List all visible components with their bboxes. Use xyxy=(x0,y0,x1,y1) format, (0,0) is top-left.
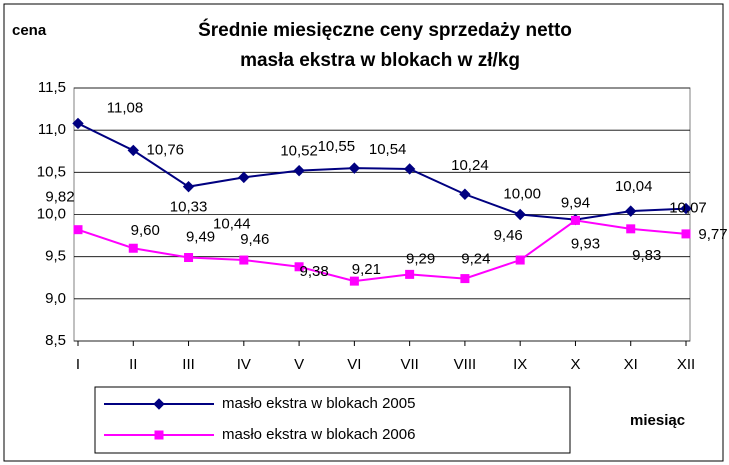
x-axis-label: miesiąc xyxy=(630,412,685,429)
data-label: 9,77 xyxy=(698,226,727,243)
data-point xyxy=(680,202,692,215)
data-label: 9,82 xyxy=(45,189,74,206)
data-label: 11,08 xyxy=(107,99,143,116)
data-label: 10,07 xyxy=(669,200,707,217)
x-tick-label: V xyxy=(294,356,304,373)
x-tick-label: VI xyxy=(347,356,361,373)
x-tick-label: VII xyxy=(400,356,418,373)
data-point xyxy=(238,171,250,184)
data-label: 9,46 xyxy=(240,231,269,248)
y-tick-label: 10,0 xyxy=(37,205,66,222)
legend-marker xyxy=(154,430,164,440)
data-label: 10,33 xyxy=(170,199,208,216)
legend-marker xyxy=(153,398,165,410)
data-point xyxy=(626,224,636,234)
x-tick-label: III xyxy=(182,356,195,373)
data-point xyxy=(460,274,470,284)
y-tick-label: 9,5 xyxy=(45,248,66,265)
x-tick-label: VIII xyxy=(454,356,477,373)
data-label: 9,83 xyxy=(632,247,661,264)
data-point xyxy=(349,276,359,286)
data-point xyxy=(570,215,580,225)
data-point xyxy=(625,205,637,217)
x-tick-label: IV xyxy=(237,356,251,373)
x-tick-label: I xyxy=(76,356,80,373)
data-point xyxy=(293,164,305,177)
chart-title: Średnie miesięczne ceny sprzedaży netto xyxy=(198,19,572,41)
data-label: 9,24 xyxy=(461,251,490,268)
data-label: 10,52 xyxy=(280,143,318,160)
x-tick-label: XI xyxy=(624,356,638,373)
data-label: 10,76 xyxy=(146,141,184,158)
data-point xyxy=(182,180,195,193)
data-label: 9,38 xyxy=(299,263,328,280)
x-tick-label: XII xyxy=(677,356,695,373)
data-label: 10,44 xyxy=(213,215,251,232)
y-tick-label: 11,5 xyxy=(38,79,66,96)
y-axis-label: cena xyxy=(12,22,47,39)
data-point xyxy=(405,269,415,279)
data-point xyxy=(127,144,139,157)
data-point xyxy=(681,229,691,239)
data-label: 9,29 xyxy=(406,250,435,267)
data-label: 10,04 xyxy=(615,178,653,195)
data-point xyxy=(184,253,194,263)
x-tick-label: II xyxy=(129,356,137,373)
data-point xyxy=(515,255,525,265)
series-line xyxy=(77,122,687,221)
x-tick-label: X xyxy=(570,356,580,373)
data-label: 9,21 xyxy=(352,261,381,278)
data-point xyxy=(514,208,526,221)
data-label: 9,94 xyxy=(561,195,590,212)
legend-label: masło ekstra w blokach 2006 xyxy=(222,426,415,443)
data-label: 9,60 xyxy=(131,222,160,239)
data-label: 10,55 xyxy=(318,138,356,155)
data-label: 10,24 xyxy=(451,157,489,174)
y-tick-label: 8,5 xyxy=(45,332,66,349)
data-label: 10,54 xyxy=(369,141,407,158)
data-point xyxy=(348,162,361,174)
y-tick-label: 11,0 xyxy=(38,121,66,138)
data-label: 10,00 xyxy=(503,185,541,202)
data-point xyxy=(459,188,471,200)
data-point xyxy=(128,243,138,253)
data-point xyxy=(72,117,84,130)
chart-title: masła ekstra w blokach w zł/kg xyxy=(240,50,520,71)
data-label: 9,46 xyxy=(494,227,523,244)
data-label: 9,93 xyxy=(571,235,600,252)
data-label: 9,49 xyxy=(186,228,215,245)
series-line xyxy=(77,219,687,283)
data-point xyxy=(403,163,416,175)
x-tick-label: IX xyxy=(513,356,527,373)
legend-label: masło ekstra w blokach 2005 xyxy=(222,395,415,412)
legend-box xyxy=(94,386,571,454)
y-tick-label: 9,0 xyxy=(45,290,66,307)
data-point xyxy=(239,255,249,265)
data-point xyxy=(294,262,304,272)
data-point xyxy=(73,225,83,235)
y-tick-label: 10,5 xyxy=(37,163,66,180)
